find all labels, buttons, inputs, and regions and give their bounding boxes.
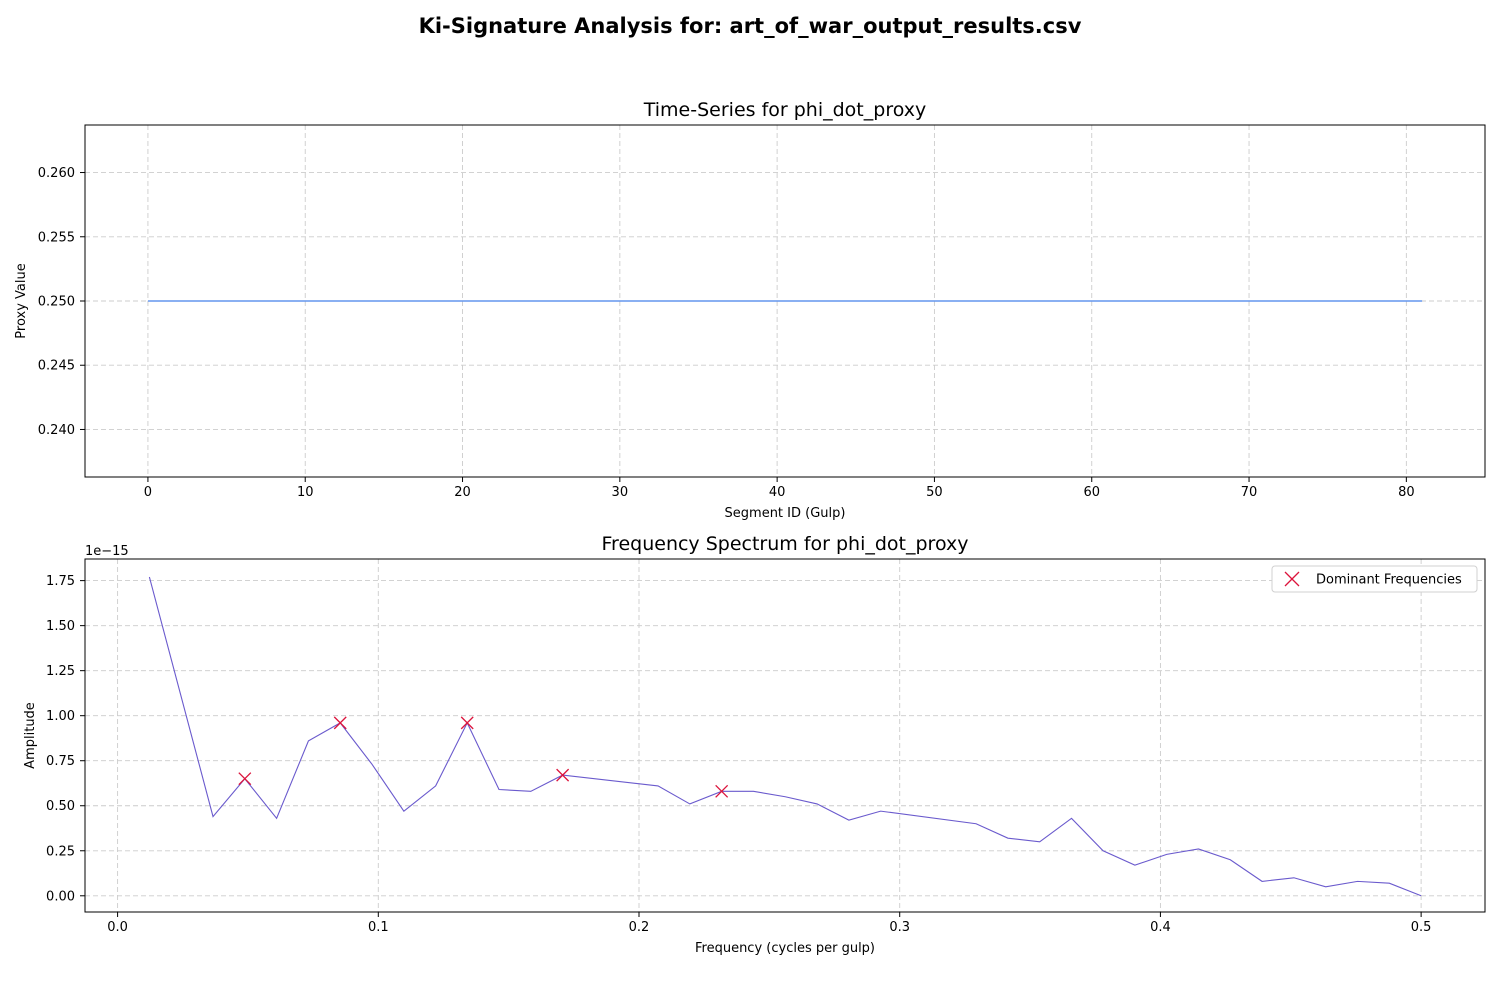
dominant-frequency-marker — [556, 768, 570, 782]
chart1-x-tick-label: 80 — [1398, 485, 1415, 500]
chart1-title: Time-Series for phi_dot_proxy — [643, 99, 927, 121]
dominant-frequency-marker — [715, 784, 729, 798]
chart2-y-scale-offset: 1e−15 — [85, 544, 129, 559]
chart2-y-tick-label: 0.00 — [46, 889, 75, 904]
chart2-x-axis-label: Frequency (cycles per gulp) — [695, 941, 875, 956]
chart2-x-tick-label: 0.4 — [1150, 920, 1171, 935]
chart2-title: Frequency Spectrum for phi_dot_proxy — [602, 533, 969, 555]
chart2-x-tick-label: 0.2 — [629, 920, 650, 935]
chart1-x-tick-label: 70 — [1241, 485, 1258, 500]
dominant-frequency-marker — [460, 716, 474, 730]
chart1-y-tick-label: 0.240 — [38, 423, 75, 438]
chart1-x-tick-label: 50 — [926, 485, 943, 500]
chart2-y-tick-label: 1.50 — [46, 619, 75, 634]
chart1-x-tick-label: 10 — [297, 485, 314, 500]
chart2-series-line — [148, 576, 1422, 897]
chart2-y-tick-label: 0.25 — [46, 844, 75, 859]
dominant-frequency-marker — [333, 716, 347, 730]
chart1-x-tick-label: 30 — [612, 485, 629, 500]
legend-marker-icon — [1284, 571, 1300, 587]
chart1-x-tick-label: 0 — [144, 485, 152, 500]
chart1-x-tick-label: 40 — [769, 485, 786, 500]
figure-title: Ki-Signature Analysis for: art_of_war_ou… — [418, 14, 1082, 38]
chart2-y-tick-label: 1.75 — [46, 574, 75, 589]
chart1-y-tick-label: 0.255 — [38, 230, 75, 245]
chart1-plot-frame — [84, 124, 1486, 478]
chart2-y-tick-label: 1.25 — [46, 664, 75, 679]
chart2-x-tick-label: 0.1 — [368, 920, 389, 935]
chart1-y-tick-label: 0.250 — [38, 295, 75, 310]
legend-entry-label: Dominant Frequencies — [1316, 573, 1462, 588]
chart1-x-tick-label: 20 — [454, 485, 471, 500]
chart1-y-tick-label: 0.245 — [38, 359, 75, 374]
chart2-x-tick-label: 0.3 — [889, 920, 910, 935]
chart2-y-axis-label: Amplitude — [23, 702, 38, 769]
chart1-y-axis-label: Proxy Value — [14, 263, 29, 338]
chart2-y-tick-label: 0.50 — [46, 799, 75, 814]
chart1-x-axis-label: Segment ID (Gulp) — [725, 506, 846, 521]
chart1-y-tick-label: 0.260 — [38, 166, 75, 181]
chart2-y-tick-label: 1.00 — [46, 709, 75, 724]
chart2-y-tick-label: 0.75 — [46, 754, 75, 769]
chart2-x-tick-label: 0.5 — [1411, 920, 1432, 935]
dominant-frequency-marker — [238, 772, 252, 786]
chart2-x-tick-label: 0.0 — [107, 920, 128, 935]
chart1-x-tick-label: 60 — [1083, 485, 1100, 500]
chart2-plot-frame — [84, 558, 1486, 913]
legend-box — [1271, 565, 1478, 593]
